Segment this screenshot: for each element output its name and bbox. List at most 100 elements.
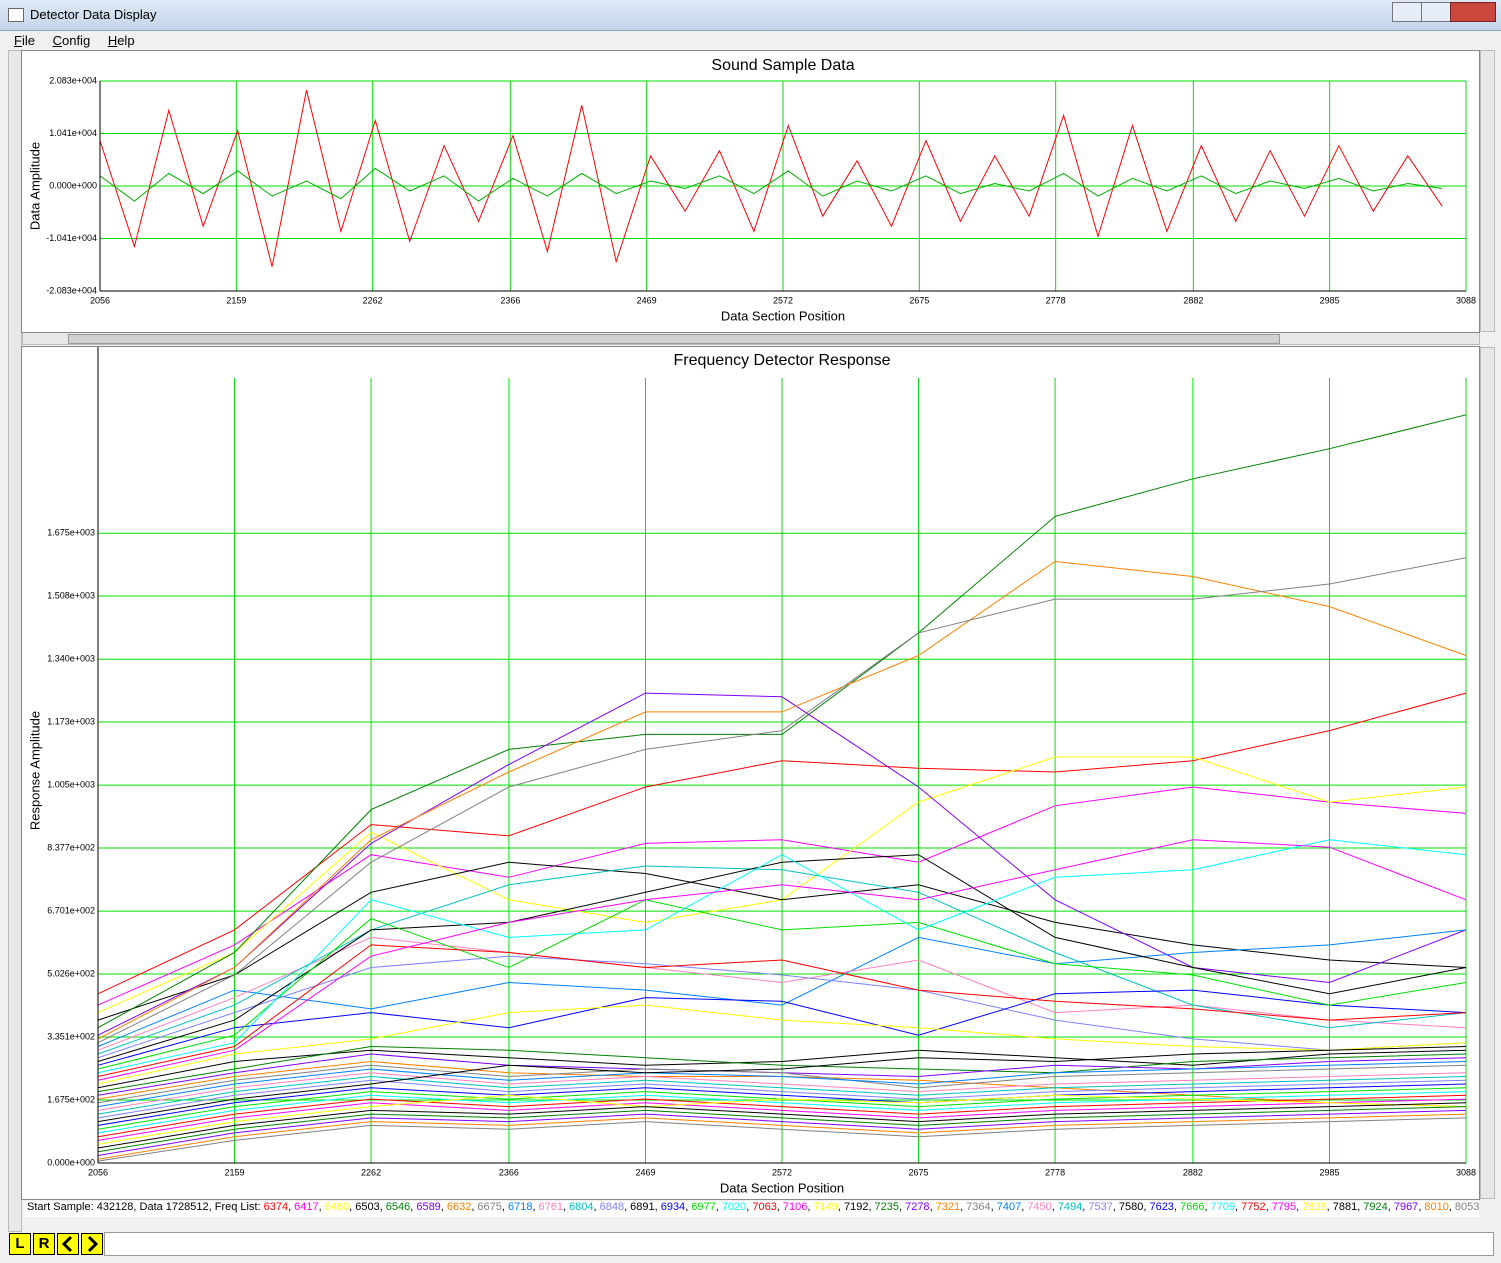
legend-entry: 7063 <box>752 1201 780 1213</box>
legend-entry: 6675 <box>477 1201 505 1213</box>
toolbar: L R <box>0 1230 1501 1260</box>
next-arrow <box>82 1234 102 1254</box>
x-tick-label: 2056 <box>88 1167 108 1177</box>
left-scrollbar[interactable] <box>8 50 22 1232</box>
x-tick-label: 2469 <box>635 1167 655 1177</box>
y-tick-label: 1.173e+003 <box>47 716 95 726</box>
chart: Frequency Detector Response Data Section … <box>21 346 1480 1200</box>
y-tick-label: 6.701e+002 <box>47 905 95 915</box>
legend-entry: 7407 <box>997 1201 1025 1213</box>
legend-entry: 7537 <box>1088 1201 1116 1213</box>
horizontal-scrollbar[interactable] <box>22 332 1480 345</box>
x-tick-label: 2159 <box>226 295 246 305</box>
legend-entry: 6417 <box>294 1201 322 1213</box>
legend-entry: 6934 <box>661 1201 689 1213</box>
y-tick-label: 1.675e+002 <box>47 1094 95 1104</box>
menu-item[interactable]: Help <box>108 33 135 48</box>
series-line <box>100 90 1442 267</box>
legend-entry: 8053 <box>1455 1201 1479 1213</box>
y-tick-label: 5.026e+002 <box>47 968 95 978</box>
legend-entry: 7321 <box>936 1201 964 1213</box>
x-tick-label: 2985 <box>1319 1167 1339 1177</box>
status-line: Start Sample: 432128, Data 1728512, Freq… <box>24 1201 1479 1217</box>
legend-entry: 6460 <box>325 1201 353 1213</box>
bottom-vertical-scrollbar[interactable] <box>1480 347 1495 1199</box>
x-tick-label: 2262 <box>363 295 383 305</box>
x-tick-label: 2778 <box>1045 1167 1065 1177</box>
menu-item[interactable]: Config <box>53 33 91 48</box>
y-axis-label: Response Amplitude <box>27 711 42 830</box>
menu-item[interactable]: File <box>14 33 35 48</box>
y-tick-label: 3.351e+002 <box>47 1031 95 1041</box>
app-icon <box>8 8 24 22</box>
legend-entry: 7364 <box>966 1201 994 1213</box>
x-axis-label: Data Section Position <box>720 1180 844 1195</box>
maximize-button[interactable] <box>1421 2 1451 22</box>
y-tick-label: 1.041e+004 <box>49 128 97 138</box>
status-text: Start Sample: 432128, Data 1728512, Freq… <box>27 1201 261 1213</box>
prev-button[interactable] <box>57 1233 79 1255</box>
legend-entry: 7020 <box>722 1201 750 1213</box>
y-tick-label: -2.083e+004 <box>46 285 97 295</box>
y-tick-label: 1.675e+003 <box>47 528 95 538</box>
top-vertical-scrollbar[interactable] <box>1480 50 1495 332</box>
legend-entry: 7580 <box>1119 1201 1147 1213</box>
x-axis-label: Data Section Position <box>721 308 845 323</box>
x-tick-label: 2056 <box>90 295 110 305</box>
x-tick-label: 3088 <box>1456 295 1476 305</box>
legend-entry: 7795 <box>1272 1201 1300 1213</box>
series-line <box>100 168 1442 201</box>
legend-entry: 6589 <box>416 1201 444 1213</box>
next-button[interactable] <box>81 1233 103 1255</box>
legend-entry: 6977 <box>691 1201 719 1213</box>
x-tick-label: 2882 <box>1183 295 1203 305</box>
x-tick-label: 2159 <box>225 1167 245 1177</box>
legend-entry: 6891 <box>630 1201 658 1213</box>
close-button[interactable] <box>1450 2 1496 22</box>
prev-arrow <box>58 1234 78 1254</box>
chart-title: Sound Sample Data <box>711 57 854 74</box>
legend-entry: 7450 <box>1027 1201 1055 1213</box>
legend-entry: 7623 <box>1149 1201 1177 1213</box>
x-tick-label: 2882 <box>1183 1167 1203 1177</box>
left-button[interactable]: L <box>9 1233 31 1255</box>
right-button[interactable]: R <box>33 1233 55 1255</box>
chart: Sound Sample Data Data Section Position Da… <box>21 50 1480 333</box>
x-tick-label: 2366 <box>499 1167 519 1177</box>
x-tick-label: 2262 <box>361 1167 381 1177</box>
x-tick-label: 3088 <box>1456 1167 1476 1177</box>
x-tick-label: 2366 <box>500 295 520 305</box>
x-tick-label: 2469 <box>637 295 657 305</box>
x-tick-label: 2778 <box>1046 295 1066 305</box>
scroll-thumb[interactable] <box>68 334 1280 344</box>
legend-entry: 7278 <box>905 1201 933 1213</box>
x-tick-label: 2572 <box>773 295 793 305</box>
menu-bar: File Config Help <box>0 31 1501 50</box>
legend-entry: 7106 <box>783 1201 811 1213</box>
legend-entry: 7752 <box>1241 1201 1269 1213</box>
legend-entry: 6718 <box>508 1201 536 1213</box>
y-axis-label: Data Amplitude <box>27 142 42 230</box>
x-tick-label: 2675 <box>909 295 929 305</box>
legend-entry: 6848 <box>600 1201 628 1213</box>
legend-entry: 7494 <box>1058 1201 1086 1213</box>
legend-entry: 7838 <box>1302 1201 1330 1213</box>
y-tick-label: 1.340e+003 <box>47 654 95 664</box>
x-tick-label: 2985 <box>1320 295 1340 305</box>
legend-entry: 7149 <box>813 1201 841 1213</box>
legend-entry: 7881 <box>1333 1201 1361 1213</box>
chart-title: Frequency Detector Response <box>674 352 891 369</box>
input-field[interactable] <box>104 1232 1494 1256</box>
legend-entry: 6804 <box>569 1201 597 1213</box>
window-title: Detector Data Display <box>30 7 156 22</box>
legend-entry: 7192 <box>844 1201 872 1213</box>
y-tick-label: 2.083e+004 <box>49 75 97 85</box>
x-tick-label: 2572 <box>772 1167 792 1177</box>
legend-entry: 6632 <box>447 1201 475 1213</box>
minimize-button[interactable] <box>1392 2 1422 22</box>
legend-entry: 7924 <box>1363 1201 1391 1213</box>
legend-entry: 8010 <box>1424 1201 1452 1213</box>
legend-entry: 7967 <box>1394 1201 1422 1213</box>
y-tick-label: -1.041e+004 <box>46 233 97 243</box>
